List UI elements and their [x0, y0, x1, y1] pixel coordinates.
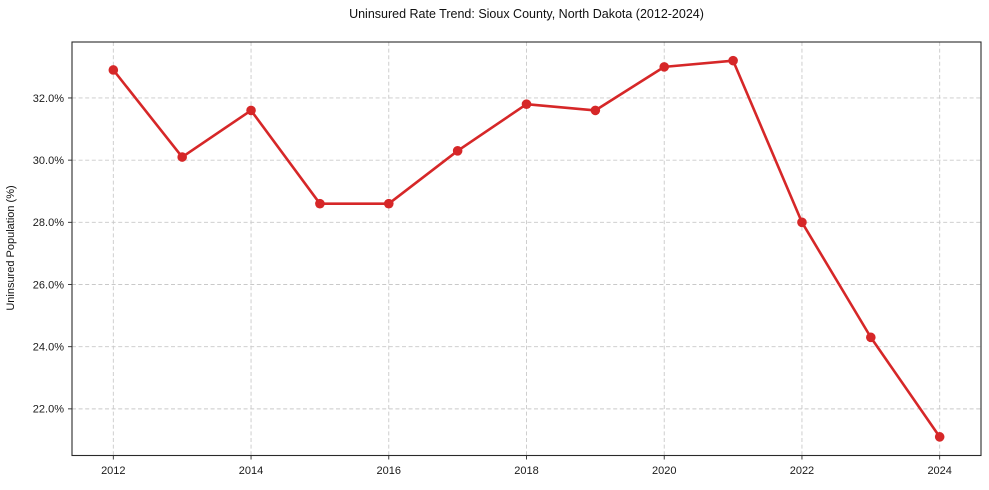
y-tick-label: 22.0%	[33, 404, 64, 416]
y-tick-label: 24.0%	[33, 341, 64, 353]
data-point-2014	[246, 105, 256, 116]
data-point-2022	[797, 217, 807, 228]
data-point-2012	[108, 65, 119, 75]
x-tick-label: 2022	[790, 465, 814, 477]
x-tick-label: 2024	[927, 465, 951, 477]
data-point-2021	[728, 55, 738, 66]
y-tick-label: 26.0%	[33, 279, 64, 291]
data-point-2018	[521, 99, 532, 109]
data-point-2015	[315, 198, 325, 209]
x-tick-label: 2020	[652, 465, 676, 477]
data-point-2020	[659, 62, 670, 72]
y-tick-label: 32.0%	[33, 93, 64, 105]
x-tick-label: 2012	[101, 465, 125, 477]
x-tick-label: 2014	[239, 465, 263, 477]
data-point-2023	[866, 332, 876, 343]
data-point-2013	[177, 152, 187, 162]
y-tick-label: 30.0%	[33, 155, 64, 167]
data-point-2019	[590, 105, 601, 116]
x-tick-label: 2016	[377, 465, 401, 477]
data-point-2017	[452, 146, 463, 156]
chart-title: Uninsured Rate Trend: Sioux County, Nort…	[349, 7, 704, 21]
data-point-2024	[934, 432, 945, 442]
x-tick-label: 2018	[514, 465, 538, 477]
y-tick-label: 28.0%	[33, 217, 64, 229]
data-point-2016	[383, 198, 394, 209]
